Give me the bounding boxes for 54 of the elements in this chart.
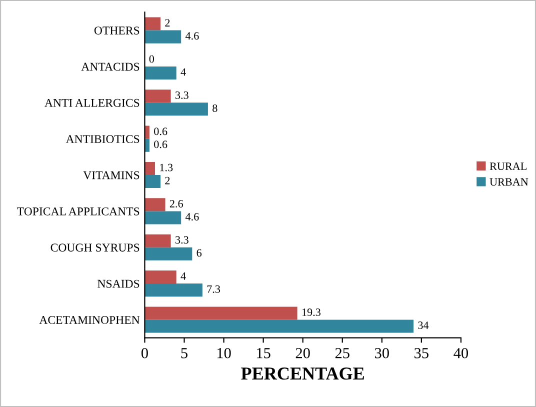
bar [144,162,155,176]
y-tick-label: ACETAMINOPHEN [39,316,140,324]
data-label: 0 [149,55,154,63]
data-label: 7.3 [207,285,220,293]
bar [144,306,298,320]
bar [144,247,192,260]
legend-label: RURAL [490,162,526,170]
data-label: 2.6 [170,200,183,208]
x-tick-label: 20 [296,348,310,358]
bar [144,30,182,44]
data-label: 34 [418,322,429,330]
x-tick-label: 35 [414,348,428,358]
x-tick-label: 25 [335,348,350,358]
bar [144,234,171,248]
data-label: 0.6 [154,140,168,148]
y-tick-label: VITAMINS [83,171,140,180]
x-tick-label: 5 [181,348,188,358]
y-tick-label: ANTIBIOTICS [66,135,140,144]
y-tick-label: COUGH SYRUPS [50,244,140,252]
data-label: 4 [180,68,186,76]
data-label: 8 [212,104,218,112]
bar [144,90,171,103]
data-label: 0.6 [154,128,168,136]
bar [144,211,182,224]
x-tick-label: 40 [454,348,468,358]
data-label: 3.3 [176,236,188,244]
data-label: 2 [165,19,170,26]
x-axis-title: PERCENTAGE [241,368,364,380]
data-label: 3.3 [176,91,188,99]
y-tick-label: ANTACIDS [81,62,140,71]
x-tick-label: 0 [141,348,148,358]
legend-label: URBAN [490,178,528,186]
y-tick-label: OTHERS [94,26,140,35]
bar [144,66,176,80]
bar [144,284,202,297]
bar [144,175,161,188]
y-tick-label: TOPICAL APPLICANTS [17,207,140,216]
data-label: 4 [180,272,186,280]
x-tick-label: 30 [374,348,389,358]
bar [144,320,414,333]
x-tick-label: 15 [257,348,270,358]
bar [144,17,161,30]
data-label: 2 [165,176,170,184]
y-tick-label: ANTI ALLERGICS [44,98,140,107]
x-tick-label: 10 [217,348,231,358]
bar [144,270,176,284]
data-label: 1.3 [160,164,173,172]
bar [144,198,166,212]
data-label: 6 [196,249,202,257]
data-label: 4.6 [185,213,199,221]
y-tick-label: NSAIDS [98,280,140,288]
data-label: 4.6 [185,32,199,40]
data-label: 19.3 [302,308,320,316]
bar [144,102,208,116]
